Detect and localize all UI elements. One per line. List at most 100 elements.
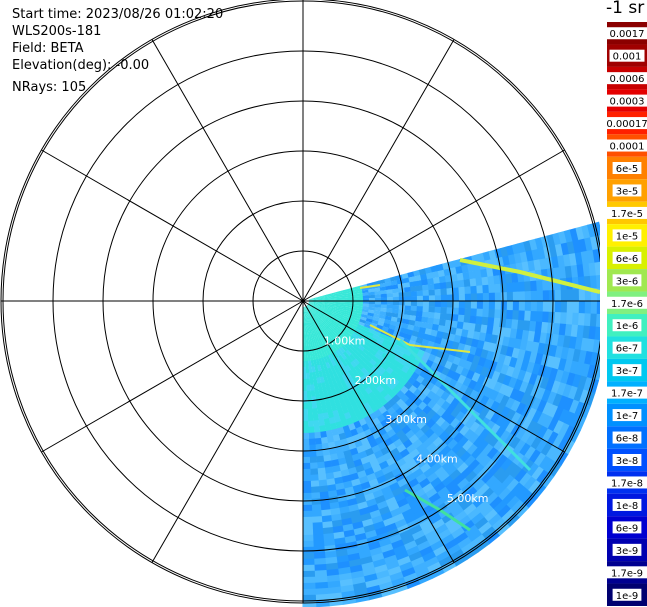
scan-cell (395, 321, 404, 328)
scan-cell (398, 292, 406, 297)
scan-cell (586, 249, 596, 264)
scan-cell (378, 346, 387, 353)
colorbar-label: 0.0001 (610, 142, 645, 153)
scan-cell (536, 301, 544, 312)
colorbar-label-bg (612, 341, 642, 354)
scan-cell (346, 461, 356, 470)
scan-cell (309, 372, 314, 380)
scan-cell (308, 298, 316, 300)
scan-cell (319, 307, 327, 311)
scan-cell (354, 372, 362, 381)
scan-cell (364, 345, 373, 353)
scan-cell (510, 499, 525, 514)
scan-cell (330, 311, 338, 316)
scan-cell (418, 433, 429, 445)
scan-cell (356, 290, 363, 295)
scan-cell (376, 532, 390, 542)
scan-cell (348, 409, 357, 418)
scan-cell (404, 513, 417, 525)
scan-cell (311, 365, 316, 373)
scan-cell (472, 436, 485, 449)
scan-cell (402, 453, 414, 464)
scan-cell (319, 306, 327, 310)
scan-cell (380, 446, 391, 456)
scan-cell (333, 476, 344, 485)
scan-cell (501, 508, 516, 523)
scan-cell (302, 564, 315, 572)
scan-cell (307, 324, 310, 332)
scan-cell (330, 513, 342, 522)
scan-cell (476, 483, 491, 497)
scan-cell (349, 325, 357, 332)
scan-cell (453, 432, 465, 444)
scan-cell (518, 281, 526, 292)
scan-cell (313, 341, 318, 348)
scan-cell (353, 331, 361, 337)
scan-cell (310, 390, 316, 398)
scan-cell (580, 250, 590, 265)
scan-cell (313, 322, 318, 329)
scan-cell (319, 345, 324, 353)
scan-cell (502, 336, 511, 347)
scan-cell (325, 348, 331, 356)
scan-cell (313, 552, 326, 560)
scan-cell (443, 268, 452, 277)
scan-cell (477, 439, 490, 453)
scan-cell (527, 330, 536, 343)
scan-cell (488, 284, 496, 294)
scan-cell (502, 491, 516, 506)
scan-cell (345, 321, 353, 327)
colorbar-label: 3e-7 (616, 366, 639, 377)
scan-cell (337, 340, 344, 348)
scan-cell (552, 406, 564, 421)
scan-cell (391, 348, 400, 356)
scan-cell (528, 320, 537, 333)
scan-cell (405, 458, 417, 469)
scan-cell (316, 461, 325, 469)
scan-cell (428, 335, 437, 343)
scan-cell (428, 295, 436, 302)
scan-cell (447, 522, 462, 535)
scan-cell (531, 397, 542, 411)
scan-cell (344, 333, 351, 340)
scan-cell (410, 310, 418, 317)
scan-cell (476, 252, 486, 263)
scan-cell (446, 301, 454, 308)
scan-cell (315, 371, 320, 379)
scan-cell (306, 384, 311, 392)
azimuth-spoke (302, 149, 565, 302)
scan-cell (323, 418, 331, 426)
range-label: 4.00km (416, 453, 458, 466)
colorbar-label: 0.0003 (610, 97, 645, 108)
scan-cell (342, 425, 351, 434)
scan-cell (476, 285, 484, 294)
scan-cell (404, 473, 417, 484)
scan-cell (314, 437, 322, 445)
scan-cell (407, 324, 415, 331)
scan-cell (328, 416, 336, 425)
scan-cell (347, 347, 355, 355)
scan-cell (309, 354, 314, 361)
scan-cell (320, 303, 328, 306)
scan-cell (380, 307, 388, 313)
scan-cell (563, 425, 576, 441)
scan-cell (380, 304, 388, 309)
scan-cell (303, 312, 305, 320)
scan-cell (518, 472, 532, 487)
scan-cell (476, 467, 490, 480)
scan-cell (344, 290, 351, 294)
colorbar-label: 1.7e-9 (611, 568, 643, 579)
scan-cell (432, 318, 441, 326)
scan-cell (452, 307, 460, 315)
scan-cell (305, 312, 308, 320)
scan-cell (321, 350, 327, 358)
scan-cell (381, 352, 390, 360)
scan-cell (335, 377, 342, 385)
scan-cell (415, 443, 427, 454)
scan-cell (511, 272, 519, 284)
scan-cell (307, 312, 311, 319)
scan-cell (368, 294, 376, 299)
scan-cell (379, 311, 387, 316)
scan-cell (464, 301, 472, 309)
scan-cell (309, 310, 314, 317)
